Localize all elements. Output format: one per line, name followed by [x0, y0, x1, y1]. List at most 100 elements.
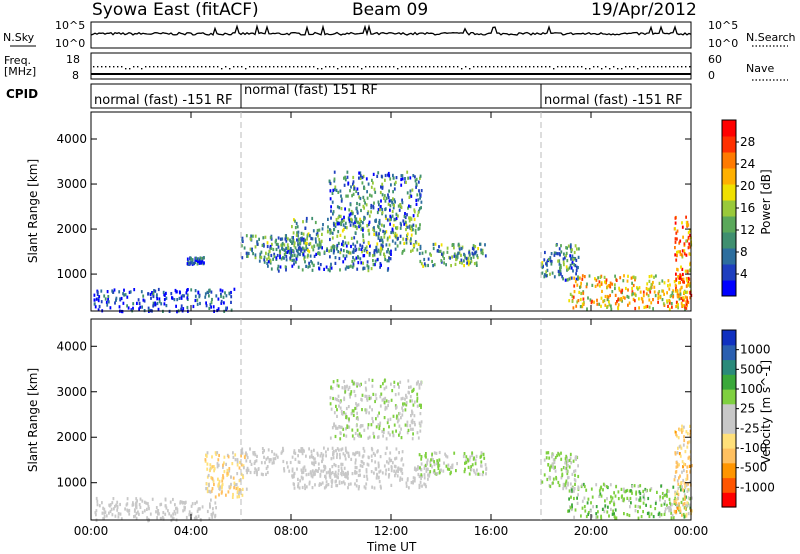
data-cell — [282, 448, 285, 452]
data-cell — [631, 290, 634, 294]
data-cell — [432, 458, 434, 462]
data-cell — [668, 509, 671, 513]
data-cell — [590, 487, 593, 491]
data-cell — [412, 481, 414, 485]
data-cell — [108, 503, 111, 507]
data-cell — [211, 297, 213, 302]
data-cell — [389, 459, 391, 463]
data-cell — [366, 264, 369, 268]
data-cell — [664, 507, 667, 511]
data-cell — [307, 232, 310, 236]
data-cell — [208, 489, 211, 493]
data-cell — [136, 301, 138, 305]
data-cell — [402, 219, 405, 223]
data-cell — [378, 203, 380, 207]
data-cell — [160, 502, 163, 506]
data-cell — [679, 288, 682, 292]
data-cell — [436, 459, 439, 463]
data-cell — [198, 295, 201, 299]
data-cell — [390, 183, 392, 187]
data-cell — [682, 280, 684, 284]
data-cell — [551, 271, 554, 275]
data-cell — [340, 248, 342, 252]
data-cell — [339, 268, 341, 272]
data-cell — [411, 224, 414, 228]
data-cell — [342, 218, 345, 222]
data-cell — [400, 436, 403, 440]
data-cell — [118, 305, 121, 309]
data-cell — [350, 209, 353, 214]
data-cell — [380, 249, 382, 253]
data-cell — [405, 395, 408, 399]
nave-point — [609, 68, 611, 70]
data-cell — [397, 418, 400, 422]
data-cell — [424, 250, 427, 254]
data-cell — [344, 474, 346, 478]
data-cell — [446, 246, 449, 250]
data-cell — [330, 248, 333, 253]
data-cell — [648, 279, 651, 283]
data-cell — [674, 216, 677, 220]
data-cell — [383, 416, 386, 420]
data-cell — [307, 472, 310, 476]
data-cell — [614, 508, 617, 512]
x-tick-label: 00:00 — [74, 524, 109, 538]
data-cell — [420, 420, 423, 424]
data-cell — [393, 233, 396, 238]
nave-point — [285, 66, 287, 68]
data-cell — [116, 500, 119, 504]
data-cell — [358, 434, 361, 438]
data-cell — [479, 242, 481, 246]
colorbar-swatch — [722, 433, 736, 449]
data-cell — [197, 514, 200, 518]
data-cell — [282, 247, 284, 251]
data-cell — [687, 223, 690, 227]
data-cell — [468, 260, 470, 264]
data-cell — [683, 425, 685, 429]
data-cell — [463, 252, 465, 256]
data-cell — [576, 501, 579, 505]
data-cell — [689, 296, 692, 300]
data-cell — [668, 299, 671, 303]
data-cell — [564, 457, 567, 461]
data-cell — [385, 385, 388, 389]
data-cell — [407, 390, 410, 394]
data-cell — [424, 483, 427, 487]
nave-point — [365, 66, 367, 68]
data-cell — [338, 448, 340, 452]
data-cell — [340, 448, 343, 452]
data-cell — [244, 455, 246, 460]
data-cell — [351, 265, 354, 269]
data-cell — [669, 283, 671, 287]
data-cell — [581, 499, 584, 503]
data-cell — [192, 304, 195, 309]
data-cell — [379, 262, 382, 266]
data-cell — [312, 229, 315, 233]
data-cell — [662, 289, 665, 293]
nave-point — [161, 66, 163, 68]
data-cell — [673, 499, 676, 503]
data-cell — [237, 488, 239, 492]
data-cell — [291, 236, 294, 240]
data-cell — [185, 291, 188, 295]
data-cell — [446, 455, 449, 459]
data-cell — [236, 491, 239, 495]
data-cell — [236, 486, 239, 490]
data-cell — [363, 449, 366, 453]
data-cell — [257, 467, 260, 471]
data-cell — [397, 382, 399, 386]
data-cell — [135, 501, 138, 505]
data-cell — [418, 474, 421, 479]
data-cell — [481, 473, 484, 477]
data-cell — [476, 254, 479, 258]
data-cell — [409, 205, 412, 209]
data-cell — [365, 482, 368, 486]
nave-point — [213, 66, 215, 68]
data-cell — [384, 199, 387, 203]
data-cell — [406, 237, 409, 241]
data-cell — [344, 178, 347, 182]
data-cell — [344, 267, 347, 271]
data-cell — [411, 412, 413, 416]
data-cell — [393, 182, 396, 186]
data-cell — [209, 302, 212, 307]
